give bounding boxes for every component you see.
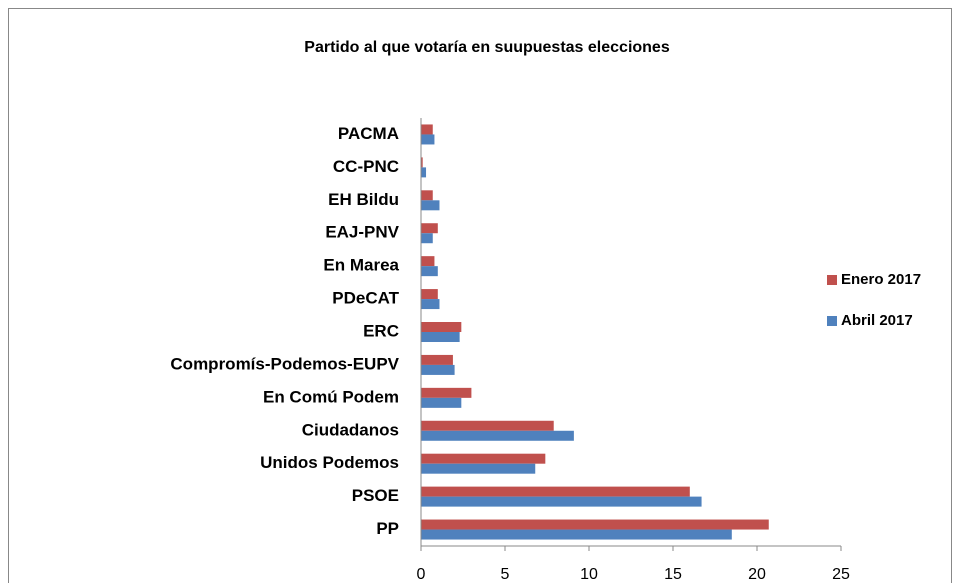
legend-label: Enero 2017 bbox=[841, 271, 921, 288]
y-tick-label: EH Bildu bbox=[328, 190, 399, 209]
bar bbox=[421, 322, 462, 332]
bar bbox=[421, 354, 453, 365]
y-tick-label: ERC bbox=[363, 321, 399, 340]
y-tick-label: Compromís-Podemos-EUPV bbox=[170, 354, 399, 373]
bar bbox=[421, 289, 438, 300]
bar bbox=[421, 223, 438, 234]
bar bbox=[421, 387, 472, 398]
x-tick-label: 5 bbox=[501, 566, 510, 583]
y-tick-label: Ciudadanos bbox=[302, 420, 399, 439]
bar bbox=[421, 496, 702, 507]
x-tick-label: 15 bbox=[664, 566, 682, 583]
x-tick-label: 20 bbox=[748, 566, 766, 583]
bar bbox=[421, 233, 433, 244]
bar bbox=[421, 463, 536, 474]
x-tick-label: 25 bbox=[832, 566, 850, 583]
bar bbox=[421, 124, 433, 135]
y-tick-label: EAJ-PNV bbox=[325, 223, 399, 242]
bar bbox=[421, 299, 440, 310]
bar bbox=[421, 364, 455, 375]
bar bbox=[421, 529, 732, 540]
bar bbox=[421, 397, 462, 408]
bar bbox=[421, 134, 435, 145]
bar bbox=[421, 430, 574, 441]
y-tick-label: PSOE bbox=[352, 486, 399, 505]
legend-label: Abril 2017 bbox=[841, 312, 913, 329]
bar bbox=[421, 332, 460, 342]
legend-swatch bbox=[827, 275, 837, 285]
chart-title: Partido al que votaría en suupuestas ele… bbox=[304, 39, 670, 56]
x-tick-label: 10 bbox=[580, 566, 598, 583]
bar bbox=[421, 486, 690, 497]
bar bbox=[421, 200, 440, 211]
bar bbox=[421, 167, 427, 178]
bar bbox=[421, 157, 423, 168]
x-tick-label: 0 bbox=[417, 566, 426, 583]
bar bbox=[421, 190, 433, 201]
bar bbox=[421, 256, 435, 267]
y-tick-label: Unidos Podemos bbox=[260, 453, 399, 472]
y-tick-label: En Marea bbox=[323, 256, 399, 275]
y-tick-label: CC-PNC bbox=[333, 157, 399, 176]
bar bbox=[421, 453, 546, 464]
y-tick-label: En Comú Podem bbox=[263, 387, 399, 406]
y-tick-label: PACMA bbox=[338, 124, 399, 143]
bar bbox=[421, 519, 769, 530]
y-tick-label: PP bbox=[376, 519, 399, 538]
y-tick-label: PDeCAT bbox=[332, 289, 399, 308]
bar bbox=[421, 266, 438, 277]
bar bbox=[421, 420, 554, 431]
legend-swatch bbox=[827, 316, 837, 326]
